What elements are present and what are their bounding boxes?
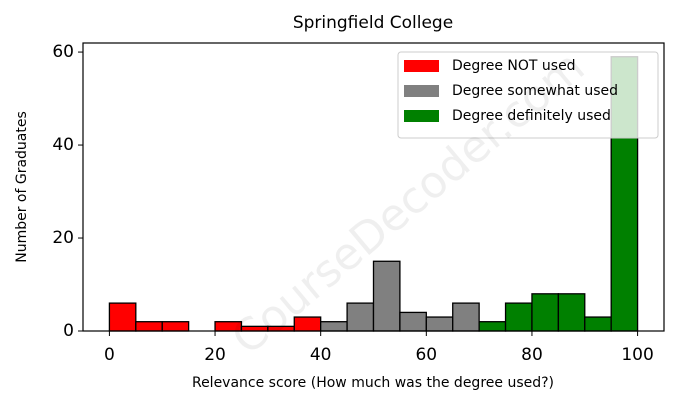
x-tick-label: 40 — [310, 345, 332, 365]
y-axis-label: Number of Graduates — [14, 111, 30, 263]
bar — [399, 311, 427, 332]
y-tick-label: 40 — [52, 135, 74, 155]
bar — [320, 321, 348, 332]
legend-swatch — [404, 85, 439, 97]
bar — [372, 260, 401, 332]
x-tick-label: 20 — [204, 345, 226, 365]
bar — [108, 302, 137, 332]
x-tick-label: 80 — [521, 345, 543, 365]
legend-swatch — [404, 60, 439, 72]
bar — [425, 316, 454, 332]
plot-frame — [82, 42, 665, 332]
bar — [452, 302, 480, 332]
x-tick-label: 60 — [415, 345, 437, 365]
bar — [346, 302, 375, 332]
bar — [478, 321, 507, 332]
legend-swatch — [404, 110, 439, 122]
x-tick-label: 0 — [104, 345, 115, 365]
bar — [584, 316, 612, 332]
bar — [504, 302, 533, 332]
x-tick-label: 100 — [621, 345, 653, 365]
bar — [135, 321, 163, 332]
y-tick-label: 60 — [52, 42, 74, 62]
legend-box — [397, 51, 659, 139]
x-axis-label: Relevance score (How much was the degree… — [192, 375, 554, 391]
legend-label: Degree NOT used — [452, 58, 576, 74]
y-tick-label: 20 — [52, 228, 74, 248]
bar — [531, 293, 560, 332]
bar — [161, 321, 190, 332]
bar — [557, 293, 586, 332]
y-tick-label: 0 — [63, 321, 74, 341]
legend-label: Degree somewhat used — [452, 83, 618, 99]
legend-label: Degree definitely used — [452, 108, 611, 124]
chart-title: Springfield College — [293, 13, 453, 33]
